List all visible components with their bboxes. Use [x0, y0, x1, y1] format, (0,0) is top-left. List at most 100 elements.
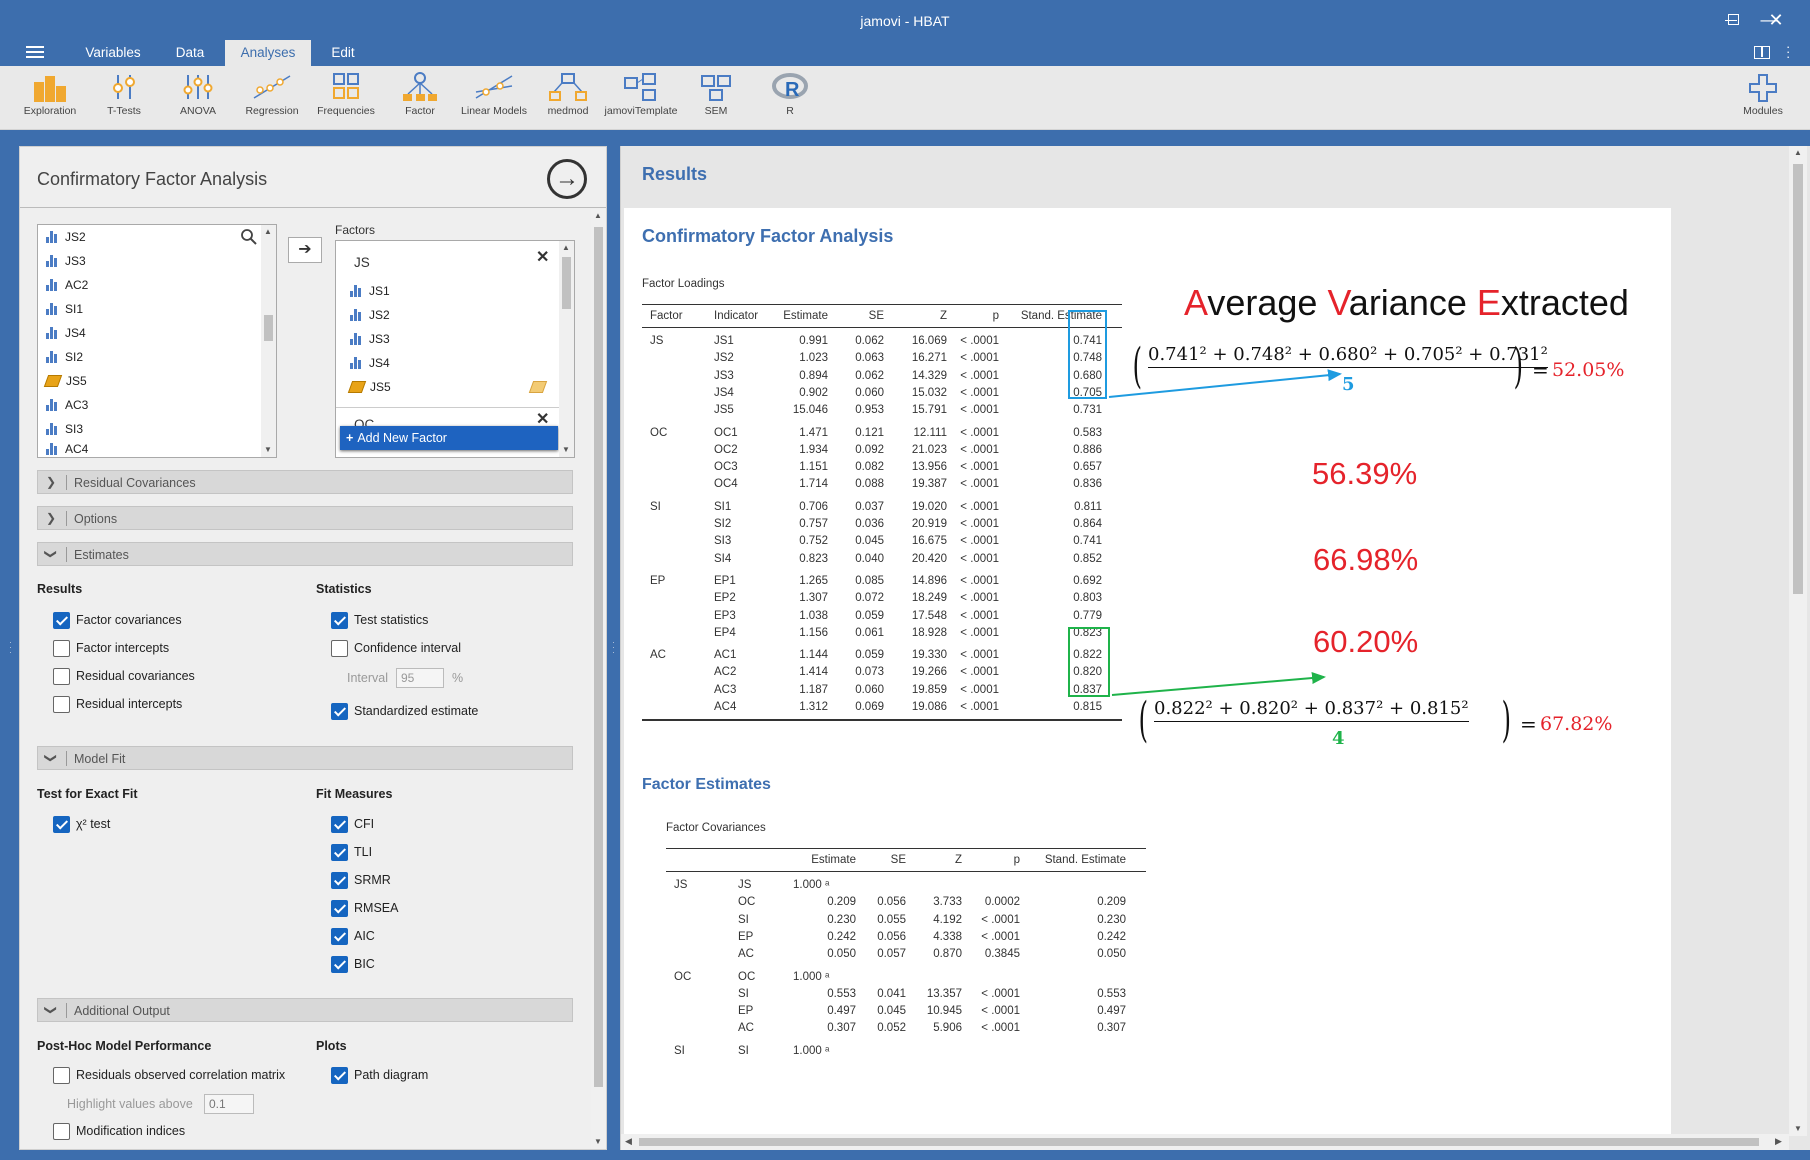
additional-output-section[interactable]: ❯ Additional Output	[37, 998, 573, 1022]
factors-box[interactable]: JS ✕ JS1 JS2 JS3 JS4 JS5 OC ✕ + Add New F…	[335, 240, 575, 458]
estimates-section[interactable]: ❯ Estimates	[37, 542, 573, 566]
ribbon-r[interactable]: R R	[754, 72, 826, 130]
list-item[interactable]: SI3	[46, 419, 83, 439]
modification-indices-checkbox[interactable]	[53, 1123, 70, 1140]
interval-input[interactable]: 95	[396, 668, 444, 688]
options-scrollbar[interactable]: ▲ ▼	[591, 209, 606, 1149]
tli-checkbox[interactable]	[331, 844, 348, 861]
tab-analyses[interactable]: Analyses	[225, 40, 311, 66]
ribbon-sem[interactable]: SEM	[680, 72, 752, 130]
list-item[interactable]: AC3	[46, 395, 88, 415]
maximize-icon[interactable]	[1718, 8, 1748, 32]
table-cell: OC1	[714, 426, 738, 439]
test-statistics-checkbox[interactable]	[331, 612, 348, 629]
tab-data[interactable]: Data	[175, 45, 205, 60]
table-cell: < .0001	[960, 609, 999, 622]
tab-edit[interactable]: Edit	[331, 45, 355, 60]
standardized-estimate-checkbox[interactable]	[331, 703, 348, 720]
list-item[interactable]: SI1	[46, 299, 83, 319]
scrollbar[interactable]: ▲ ▼	[559, 241, 574, 457]
tab-variables[interactable]: Variables	[85, 45, 141, 60]
list-item[interactable]: SI2	[46, 347, 83, 367]
table-cell: EP4	[714, 626, 736, 639]
close-icon[interactable]: ✕	[1768, 10, 1784, 30]
list-item[interactable]: JS5	[43, 371, 87, 391]
table-cell: < .0001	[960, 666, 999, 679]
table-cell: 0.050	[1097, 948, 1126, 961]
list-item[interactable]: JS3	[46, 251, 86, 271]
move-arrow-button[interactable]: ➔	[288, 237, 322, 263]
table-cell: JS	[650, 335, 664, 347]
splitter-handle[interactable]: · · ·	[612, 637, 615, 657]
table-cell: 1.151	[799, 461, 828, 474]
list-item[interactable]: JS2	[46, 227, 86, 247]
arrow-right-circle-icon[interactable]: →	[547, 159, 587, 199]
scrollbar[interactable]: ▲ ▼	[261, 225, 276, 457]
checkbox-label: AIC	[354, 929, 375, 943]
table-cell: 0.748	[1073, 352, 1102, 365]
factor-covariances-checkbox[interactable]	[53, 612, 70, 629]
ribbon-regression[interactable]: Regression	[236, 72, 308, 130]
ribbon-anova[interactable]: ANOVA	[162, 72, 234, 130]
fit-measures-heading: Fit Measures	[316, 787, 393, 801]
aic-checkbox[interactable]	[331, 928, 348, 945]
bic-checkbox[interactable]	[331, 956, 348, 973]
rmsea-checkbox[interactable]	[331, 900, 348, 917]
table-cell: 0.0002	[984, 896, 1020, 909]
list-item[interactable]: AC4	[46, 441, 88, 457]
minimize-button[interactable]	[1716, 8, 1746, 32]
ribbon-jamovitemplate[interactable]: jamoviTemplate	[602, 72, 680, 130]
model-fit-section[interactable]: ❯ Model Fit	[37, 746, 573, 770]
list-item[interactable]: JS4	[46, 323, 86, 343]
splitter-handle[interactable]: · · ·	[9, 637, 12, 657]
chi-square-checkbox[interactable]	[53, 816, 70, 833]
ribbon-factor[interactable]: Factor	[384, 72, 456, 130]
factor-name-js[interactable]: JS	[354, 255, 370, 270]
cfi-checkbox[interactable]	[331, 816, 348, 833]
remove-factor-icon[interactable]: ✕	[536, 249, 550, 266]
table-cell: 0.209	[1097, 896, 1126, 909]
hamburger-icon[interactable]	[26, 46, 44, 60]
residual-covariances-section[interactable]: ❯ Residual Covariances	[37, 470, 573, 494]
table-cell: 0.815	[1073, 701, 1102, 713]
residual-intercepts-checkbox[interactable]	[53, 696, 70, 713]
table-cell: 0.041	[877, 987, 906, 1000]
table-cell: < .0001	[960, 426, 999, 439]
results-hscrollbar[interactable]: ◀ ▶	[621, 1134, 1789, 1150]
continuous-icon	[46, 231, 59, 243]
add-new-factor-button[interactable]: + Add New Factor	[340, 426, 558, 450]
list-item[interactable]: JS4	[350, 353, 390, 373]
ribbon-modules[interactable]: Modules	[1728, 72, 1798, 130]
path-diagram-checkbox[interactable]	[331, 1067, 348, 1084]
statistics-heading: Statistics	[316, 582, 372, 596]
srmr-checkbox[interactable]	[331, 872, 348, 889]
list-item[interactable]: JS5	[347, 377, 391, 397]
remove-factor-icon[interactable]: ✕	[536, 411, 550, 428]
results-vscrollbar[interactable]: ▲ ▼	[1789, 146, 1807, 1136]
layout-icon[interactable]	[1754, 46, 1770, 59]
table-cell: 0.741	[1073, 535, 1102, 548]
confidence-interval-checkbox[interactable]	[331, 640, 348, 657]
factor-intercepts-checkbox[interactable]	[53, 640, 70, 657]
ribbon-medmod[interactable]: medmod	[532, 72, 604, 130]
ribbon-exploration[interactable]: Exploration	[14, 72, 86, 130]
ribbon-linear-models[interactable]: Linear Models	[458, 72, 530, 130]
residuals-matrix-checkbox[interactable]	[53, 1067, 70, 1084]
list-item[interactable]: AC2	[46, 275, 88, 295]
ribbon-frequencies[interactable]: Frequencies	[310, 72, 382, 130]
residual-covariances-checkbox[interactable]	[53, 668, 70, 685]
blue-arrow	[1108, 369, 1342, 398]
list-item[interactable]: JS3	[350, 329, 390, 349]
minimize-icon[interactable]: —	[1760, 10, 1778, 29]
list-item[interactable]: JS1	[350, 281, 390, 301]
highlight-input[interactable]: 0.1	[204, 1094, 254, 1114]
more-vert-icon[interactable]: · · ·	[1786, 39, 1791, 64]
table-cell: 13.357	[926, 987, 962, 1000]
ribbon-ttests[interactable]: T-Tests	[88, 72, 160, 130]
list-item[interactable]: JS2	[350, 305, 390, 325]
table-cell: 16.271	[911, 352, 947, 365]
variables-list[interactable]: JS2 JS3 AC2 SI1 JS4 SI2 JS5 AC3 SI3 AC4 …	[37, 224, 277, 458]
table-cell: 0.082	[855, 461, 884, 474]
options-section[interactable]: ❯ Options	[37, 506, 573, 530]
search-icon[interactable]	[241, 229, 257, 245]
